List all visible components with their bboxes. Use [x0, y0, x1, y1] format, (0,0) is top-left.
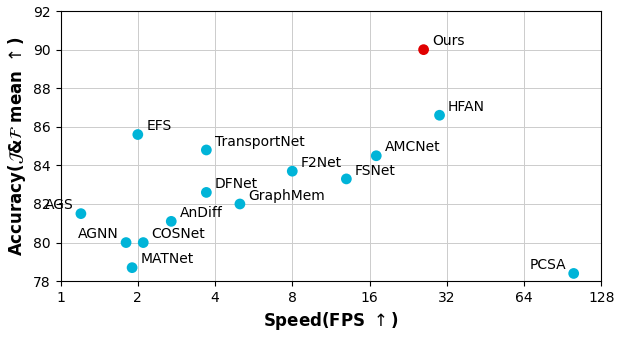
Point	[138, 240, 148, 245]
Text: MATNet: MATNet	[141, 252, 193, 266]
Point	[342, 176, 352, 182]
Point	[235, 201, 245, 207]
Text: HFAN: HFAN	[448, 100, 485, 114]
Text: GraphMem: GraphMem	[248, 189, 325, 202]
Text: DFNet: DFNet	[215, 177, 258, 191]
Point	[287, 168, 297, 174]
Text: Ours: Ours	[432, 34, 464, 48]
Text: AGS: AGS	[45, 198, 74, 212]
Point	[435, 113, 445, 118]
Point	[418, 47, 428, 52]
Point	[166, 219, 176, 224]
Point	[121, 240, 131, 245]
Text: AnDiff: AnDiff	[180, 206, 223, 220]
Text: AGNN: AGNN	[78, 227, 119, 241]
Point	[569, 271, 578, 276]
Text: EFS: EFS	[146, 119, 171, 133]
Point	[371, 153, 381, 159]
Point	[133, 132, 143, 137]
Text: COSNet: COSNet	[151, 227, 205, 241]
Text: AMCNet: AMCNet	[384, 140, 440, 154]
Text: PCSA: PCSA	[530, 258, 567, 272]
Point	[127, 265, 137, 270]
X-axis label: Speed(FPS $\uparrow$): Speed(FPS $\uparrow$)	[263, 310, 399, 333]
Text: TransportNet: TransportNet	[215, 135, 304, 149]
Point	[76, 211, 86, 216]
Point	[202, 147, 211, 153]
Text: FSNet: FSNet	[355, 164, 396, 177]
Point	[202, 190, 211, 195]
Y-axis label: Accuracy($\mathcal{J}$&$\mathcal{F}$ mean $\uparrow$): Accuracy($\mathcal{J}$&$\mathcal{F}$ mea…	[6, 36, 27, 256]
Text: F2Net: F2Net	[301, 156, 342, 170]
